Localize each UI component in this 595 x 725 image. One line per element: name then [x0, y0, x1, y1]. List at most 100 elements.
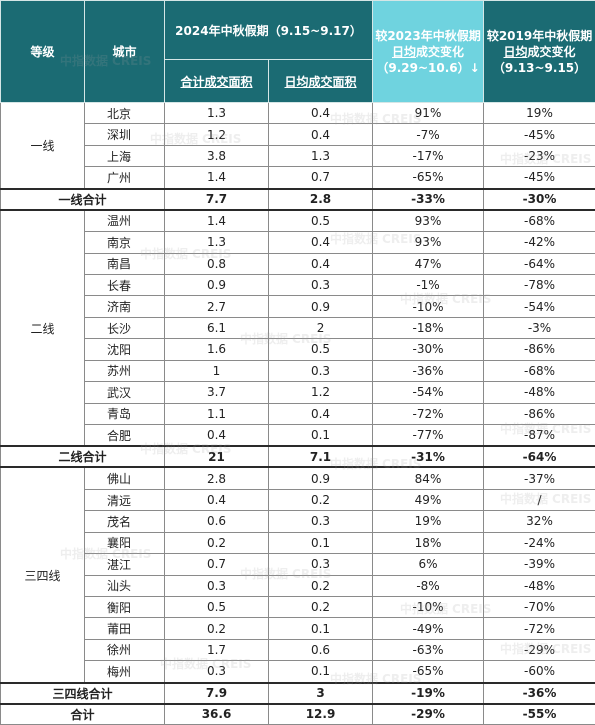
- vs-2019-cell: -68%: [483, 209, 595, 233]
- city-cell: 长沙: [84, 316, 165, 340]
- subtotal-row: 二线合计 21 7.1 -31% -64%: [0, 445, 595, 469]
- total-area-cell: 2.8: [164, 466, 269, 490]
- city-cell: 深圳: [84, 123, 165, 146]
- city-cell: 南京: [84, 231, 165, 254]
- vs-2023-cell: 84%: [372, 466, 485, 490]
- daily-area-cell: 0.4: [267, 231, 374, 254]
- daily-area-cell: 0.3: [267, 510, 374, 533]
- subtotal-vs-2019-cell: -30%: [483, 187, 595, 211]
- table-row: 清远 0.4 0.2 49% /: [1, 488, 595, 512]
- tier-cell: 三四线: [0, 466, 85, 684]
- table-row: 南昌 0.8 0.4 47% -64%: [1, 252, 595, 275]
- vs-2023-cell: -30%: [372, 338, 485, 361]
- daily-area-cell: 0.1: [267, 531, 374, 555]
- daily-area-cell: 1.2: [267, 381, 374, 404]
- city-cell: 梅州: [84, 660, 165, 684]
- daily-area-cell: 2: [267, 316, 374, 340]
- total-area-cell: 3.7: [164, 381, 269, 404]
- vs-2019-cell: -86%: [483, 338, 595, 361]
- city-cell: 莆田: [84, 617, 165, 640]
- total-area-cell: 1: [164, 359, 269, 383]
- vs-2023-cell: -54%: [372, 381, 485, 404]
- city-cell: 青岛: [84, 402, 165, 425]
- daily-area-cell: 0.2: [267, 595, 374, 619]
- vs-2023-cell: 93%: [372, 209, 485, 233]
- table-row: 襄阳 0.2 0.1 18% -24%: [1, 531, 595, 555]
- subtotal-total-area-cell: 7.9: [164, 681, 269, 705]
- grand-total-label: 合计: [0, 702, 165, 725]
- vs-2019-cell: -86%: [483, 402, 595, 425]
- city-cell: 上海: [84, 144, 165, 168]
- vs-2019-cell: 19%: [483, 101, 595, 125]
- vs-2023-cell: -17%: [372, 144, 485, 168]
- vs-2019-cell: -45%: [483, 166, 595, 190]
- tier-cell: 二线: [0, 209, 85, 447]
- city-cell: 长春: [84, 273, 165, 297]
- vs-2023-cell: 19%: [372, 510, 485, 533]
- grand-total-vs-2019-cell: -55%: [483, 702, 595, 725]
- subtotal-vs-2023-cell: -33%: [372, 187, 485, 211]
- table-row: 上海 3.8 1.3 -17% -23%: [1, 144, 595, 168]
- city-cell: 合肥: [84, 423, 165, 447]
- daily-area-cell: 0.3: [267, 273, 374, 297]
- vs-2019-cell: -3%: [483, 316, 595, 340]
- total-area-cell: 1.4: [164, 209, 269, 233]
- vs-2023-cell: -65%: [372, 660, 485, 684]
- header-vs-2023: 较2023年中秋假期 日均成交变化（9.29~10.6）↓: [372, 0, 485, 103]
- header-vs-2019-suffix: 成交变化（9.13~9.15）: [492, 44, 587, 75]
- vs-2023-cell: -63%: [372, 638, 485, 662]
- city-cell: 南昌: [84, 252, 165, 275]
- vs-2019-cell: -42%: [483, 231, 595, 254]
- total-area-cell: 1.2: [164, 123, 269, 146]
- vs-2023-cell: -10%: [372, 595, 485, 619]
- table-row: 茂名 0.6 0.3 19% 32%: [1, 510, 595, 533]
- daily-area-cell: 0.3: [267, 359, 374, 383]
- vs-2023-cell: -18%: [372, 316, 485, 340]
- daily-area-cell: 0.6: [267, 638, 374, 662]
- vs-2023-cell: 47%: [372, 252, 485, 275]
- daily-area-cell: 0.1: [267, 423, 374, 447]
- city-cell: 湛江: [84, 553, 165, 576]
- header-vs-2023-suffix: 成交变化（9.29~10.6）↓: [376, 44, 480, 75]
- vs-2019-cell: -48%: [483, 381, 595, 404]
- subtotal-daily-area-cell: 7.1: [267, 445, 374, 469]
- city-cell: 佛山: [84, 466, 165, 490]
- vs-2019-cell: -39%: [483, 553, 595, 576]
- city-cell: 衡阳: [84, 595, 165, 619]
- daily-area-cell: 0.9: [267, 295, 374, 318]
- table-row: 汕头 0.3 0.2 -8% -48%: [1, 574, 595, 597]
- subtotal-vs-2019-cell: -36%: [483, 681, 595, 705]
- vs-2023-cell: -8%: [372, 574, 485, 597]
- table-row: 青岛 1.1 0.4 -72% -86%: [1, 402, 595, 425]
- header-daily-area: 日均成交面积: [267, 59, 374, 103]
- total-area-cell: 2.7: [164, 295, 269, 318]
- vs-2023-cell: 6%: [372, 553, 485, 576]
- city-cell: 汕头: [84, 574, 165, 597]
- vs-2019-cell: -29%: [483, 638, 595, 662]
- table-row: 徐州 1.7 0.6 -63% -29%: [1, 638, 595, 662]
- vs-2019-cell: -45%: [483, 123, 595, 146]
- total-area-cell: 0.6: [164, 510, 269, 533]
- table-row: 南京 1.3 0.4 93% -42%: [1, 231, 595, 254]
- vs-2019-cell: -68%: [483, 359, 595, 383]
- vs-2023-cell: 91%: [372, 101, 485, 125]
- city-cell: 广州: [84, 166, 165, 190]
- total-area-cell: 1.7: [164, 638, 269, 662]
- vs-2023-cell: -7%: [372, 123, 485, 146]
- header-total-area-label: 合计成交面积: [180, 74, 253, 89]
- subtotal-label: 二线合计: [0, 445, 165, 469]
- daily-area-cell: 0.5: [267, 338, 374, 361]
- table-row: 一线 北京 1.3 0.4 91% 19%: [0, 101, 595, 190]
- daily-area-cell: 0.5: [267, 209, 374, 233]
- total-area-cell: 0.7: [164, 553, 269, 576]
- table-row: 广州 1.4 0.7 -65% -45%: [1, 166, 595, 190]
- table-row: 武汉 3.7 1.2 -54% -48%: [1, 381, 595, 404]
- header-vs-2023-middle: 日均成交变化（9.29~10.6）↓: [376, 45, 479, 75]
- daily-area-cell: 1.3: [267, 144, 374, 168]
- daily-area-cell: 0.1: [267, 660, 374, 684]
- vs-2019-cell: -64%: [483, 252, 595, 275]
- daily-area-cell: 0.4: [267, 101, 374, 125]
- subtotal-daily-area-cell: 2.8: [267, 187, 374, 211]
- total-area-cell: 1.1: [164, 402, 269, 425]
